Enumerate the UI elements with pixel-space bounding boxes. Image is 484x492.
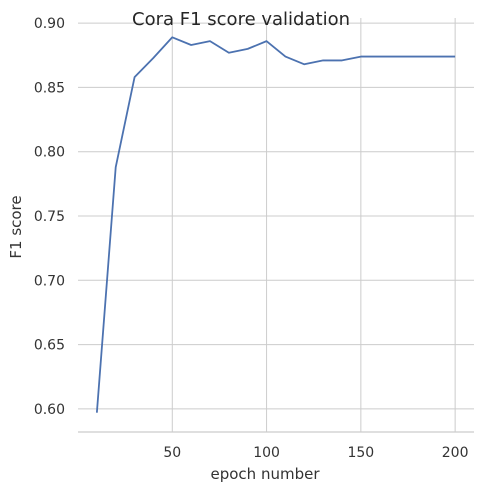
x-tick-label: 100 [253,445,280,461]
y-tick-label: 0.85 [34,80,65,96]
x-tick-label: 150 [347,445,374,461]
y-tick-label: 0.80 [34,145,65,161]
y-axis-label: F1 score [7,195,25,258]
x-tick-label: 50 [163,445,181,461]
x-tick-labels: 50 100 150 200 [163,445,468,461]
y-tick-label: 0.65 [34,338,65,354]
y-tick-label: 0.70 [34,273,65,289]
x-tick-label: 200 [442,445,469,461]
y-tick-label: 0.75 [34,209,65,225]
x-grid [171,18,456,432]
y-grid [78,22,474,410]
x-axis-label: epoch number [211,465,321,483]
y-tick-labels: 0.60 0.65 0.70 0.75 0.80 0.85 0.90 [34,16,65,418]
series-line [95,36,456,413]
y-tick-label: 0.90 [34,16,65,32]
chart-title: Cora F1 score validation [132,9,350,30]
y-tick-label: 0.60 [34,402,65,418]
